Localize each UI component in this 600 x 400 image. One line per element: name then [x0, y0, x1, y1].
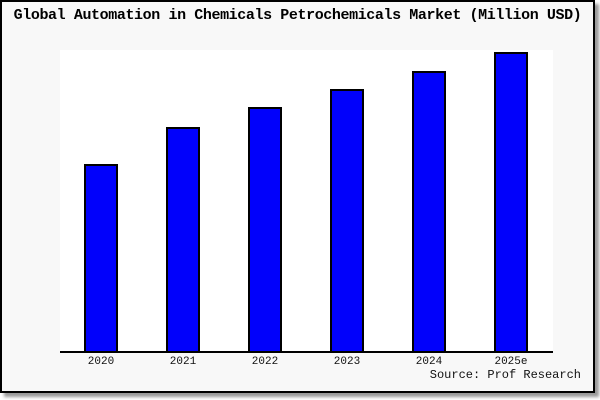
source-note: Source: Prof Research: [429, 368, 581, 382]
bar-2021: [166, 127, 200, 353]
bar-2025e: [494, 52, 528, 353]
bar-2022: [248, 107, 282, 353]
x-axis-tick-label-2024: 2024: [415, 356, 443, 368]
x-axis-labels: 2020 2021 2022 2023 2024 2025e: [60, 356, 553, 370]
x-axis-line: [60, 351, 553, 353]
x-axis-tick-label-2020: 2020: [87, 356, 115, 368]
x-axis-tick-label-2025e: 2025e: [494, 356, 528, 368]
plot-area: [60, 50, 553, 353]
x-axis-tick-label-2023: 2023: [333, 356, 361, 368]
chart-title: Global Automation in Chemicals Petrochem…: [13, 7, 582, 24]
bar-2024: [412, 71, 446, 353]
x-axis-tick-label-2022: 2022: [251, 356, 279, 368]
bar-2023: [330, 89, 364, 353]
chart-frame: Global Automation in Chemicals Petrochem…: [0, 0, 595, 393]
bar-2020: [84, 164, 118, 353]
x-axis-tick-label-2021: 2021: [169, 356, 197, 368]
